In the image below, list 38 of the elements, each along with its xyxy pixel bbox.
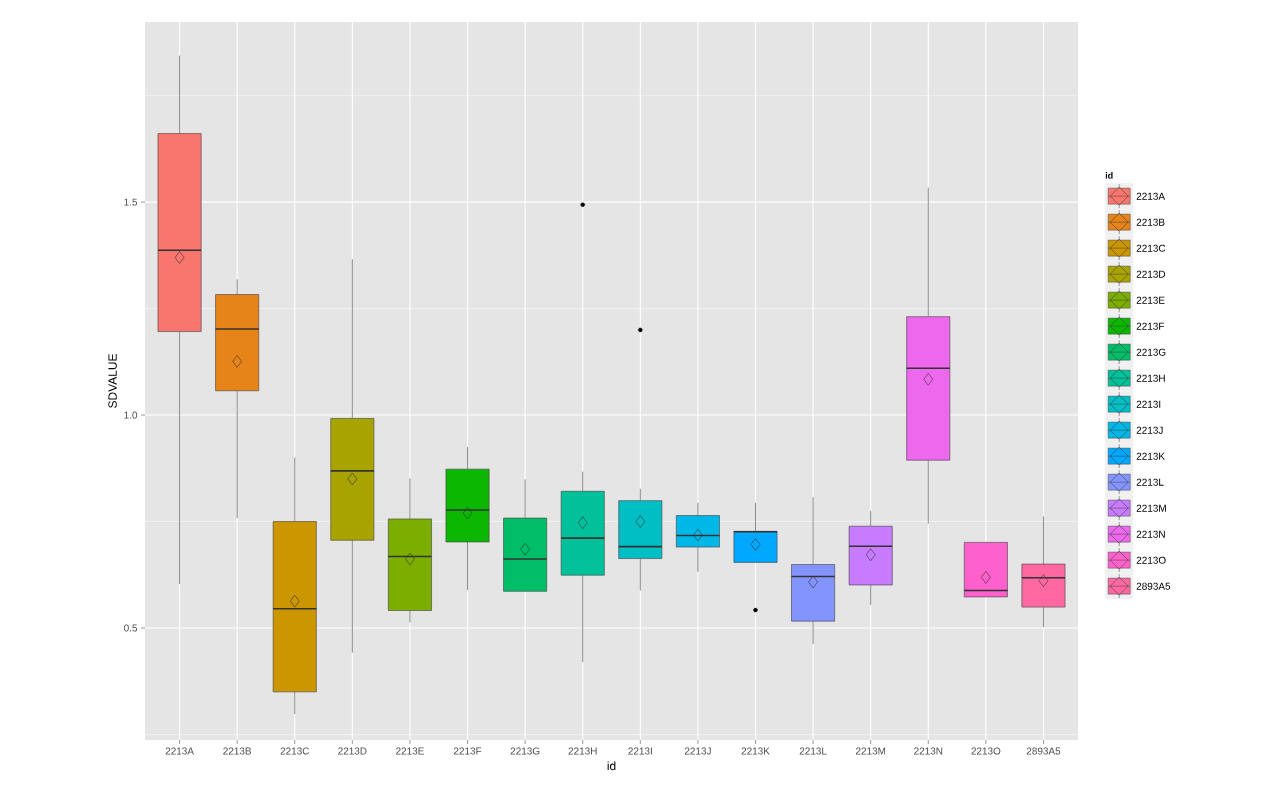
category-label: 2213A (1136, 192, 1165, 200)
x-tick-label: 2213B (223, 747, 252, 755)
category-label: 2213H (1136, 374, 1165, 382)
x-tick-label: 2213G (510, 747, 540, 755)
x-tick-label: 2213J (684, 747, 711, 755)
y-tick-label: 1.5 (124, 198, 138, 206)
category-label: 2213N (1136, 530, 1165, 538)
category-label: 2213I (1136, 400, 1161, 408)
category-label: 2213L (1136, 478, 1164, 486)
category-label: 2213K (1136, 452, 1165, 460)
x-tick-label: 2213L (799, 747, 827, 755)
category-label: 2213F (1136, 322, 1165, 330)
y-axis-title: SDVALUE (108, 354, 117, 408)
x-tick-label: 2213N (914, 747, 943, 755)
x-tick-label: 2213K (741, 747, 770, 755)
x-tick-label: 2213I (628, 747, 652, 755)
legend-title: id (1105, 172, 1113, 179)
category-label: 2213B (1136, 218, 1165, 226)
category-label: 2213E (1136, 296, 1165, 304)
x-tick-label: 2213D (338, 747, 367, 755)
x-tick-label: 2213C (280, 747, 310, 755)
category-label: 2893A5 (1136, 582, 1171, 590)
category-label: 2213G (1136, 348, 1166, 356)
category-label: 2213C (1136, 244, 1166, 252)
x-tick-label: 2213M (855, 747, 886, 755)
x-axis-title: id (607, 761, 616, 771)
category-label: 2213O (1136, 556, 1166, 564)
x-tick-label: 2213F (453, 747, 482, 755)
category-label: 2213J (1136, 426, 1163, 434)
y-tick-label: 1.0 (124, 411, 138, 419)
category-label: 2213M (1136, 504, 1166, 512)
x-tick-label: 2213E (396, 747, 424, 755)
x-tick-label: 2213A (165, 747, 194, 755)
x-tick-label: 2213H (568, 747, 597, 755)
x-tick-label: 2893A5 (1026, 747, 1061, 755)
y-tick-label: 0.5 (124, 624, 138, 632)
category-label: 2213D (1136, 270, 1166, 278)
x-tick-label: 2213O (971, 747, 1001, 755)
